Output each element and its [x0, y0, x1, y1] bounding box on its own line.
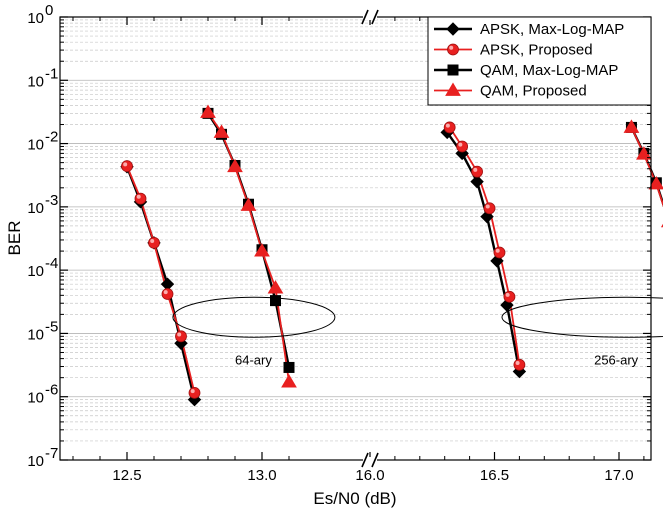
- data-point-circle-highlight: [485, 204, 490, 209]
- data-point-circle: [188, 386, 201, 399]
- data-point-circle-highlight: [177, 332, 182, 337]
- y-tick-exponent: 0: [45, 2, 53, 19]
- y-tick-label: 10: [27, 390, 44, 407]
- legend-entry: APSK, Proposed: [480, 42, 593, 59]
- data-point-circle: [161, 288, 174, 300]
- data-point-circle-highlight: [515, 360, 520, 365]
- y-tick-label: 10: [27, 453, 44, 470]
- data-point-triangle: [648, 175, 663, 190]
- y-tick-exponent: -4: [45, 255, 58, 272]
- data-point-circle: [443, 121, 456, 134]
- x-axis-title: Es/N0 (dB): [313, 489, 396, 508]
- data-point-circle: [471, 165, 483, 178]
- legend-marker-circle-highlight: [449, 45, 454, 50]
- data-point-square: [283, 361, 295, 373]
- data-point-circle-highlight: [150, 239, 155, 244]
- y-tick-label: 10: [27, 326, 44, 343]
- legend: APSK, Max-Log-MAP APSK, Proposed QAM, Max-…: [427, 16, 652, 106]
- y-tick-exponent: -1: [45, 65, 58, 82]
- y-tick-label: 10: [27, 10, 44, 27]
- group-ellipse: [501, 296, 663, 338]
- data-point-triangle: [200, 104, 216, 118]
- data-point-circle: [175, 330, 187, 343]
- axis-break-mark: [361, 452, 369, 468]
- y-tick-label: 10: [27, 73, 44, 90]
- annotation-label: 64-ary: [235, 353, 272, 368]
- legend-marker-circle: [447, 43, 459, 56]
- data-point-circle-highlight: [473, 167, 478, 172]
- annotation-layer: 64-ary 256-ary: [172, 296, 663, 368]
- y-tick-exponent: -5: [45, 318, 58, 335]
- data-point-diamond: [470, 174, 484, 189]
- data-point-circle: [483, 202, 496, 215]
- x-tick-label: 17.0: [604, 467, 633, 484]
- data-point-circle: [513, 358, 526, 371]
- data-point-circle: [134, 192, 147, 205]
- data-point-circle-highlight: [495, 248, 500, 253]
- data-point-circle: [121, 160, 133, 173]
- x-tick-label: 12.5: [112, 467, 141, 484]
- data-point-triangle: [623, 119, 640, 133]
- series-layer: [120, 104, 663, 407]
- data-point-circle-highlight: [505, 292, 510, 297]
- data-point-triangle: [240, 197, 257, 211]
- y-tick-exponent: -7: [45, 445, 58, 462]
- data-point-circle: [148, 236, 160, 249]
- data-point-triangle: [281, 374, 297, 388]
- x-tick-label: 13.0: [247, 467, 276, 484]
- data-point-triangle: [227, 158, 243, 173]
- axis-break-mark: [361, 9, 369, 25]
- data-point-triangle: [254, 243, 270, 257]
- legend-marker-diamond: [446, 22, 460, 36]
- x-tick-label: 16.5: [480, 467, 509, 484]
- data-point-square: [270, 295, 281, 307]
- data-point-triangle: [213, 124, 230, 138]
- data-point-circle-highlight: [458, 142, 463, 147]
- y-tick-label: 10: [27, 263, 44, 280]
- plot-frame: [59, 16, 652, 461]
- y-tick-exponent: -2: [45, 129, 58, 146]
- group-ellipse: [172, 296, 336, 338]
- data-point-circle-highlight: [190, 389, 195, 394]
- axis-break-mark: [371, 9, 379, 25]
- data-point-circle-highlight: [136, 194, 141, 199]
- data-point-circle: [493, 246, 506, 259]
- legend-marker-square: [447, 64, 459, 76]
- x-tick-label: 16.0: [355, 467, 384, 484]
- data-point-circle: [456, 140, 469, 153]
- y-tick-label: 10: [27, 137, 44, 154]
- data-point-circle: [503, 290, 516, 303]
- axis-break-mark: [371, 452, 379, 468]
- annotation-label: 256-ary: [594, 353, 639, 368]
- axis-break-gap: [363, 457, 377, 463]
- data-point-triangle: [267, 280, 284, 294]
- data-point-circle-highlight: [163, 290, 168, 295]
- y-axis-title: BER: [5, 221, 24, 256]
- legend-marker-triangle: [445, 82, 461, 96]
- legend-entry: QAM, Max-Log-MAP: [480, 62, 618, 79]
- data-point-circle-highlight: [123, 162, 128, 167]
- data-point-circle-highlight: [445, 123, 450, 128]
- legend-entry: QAM, Proposed: [480, 83, 587, 100]
- y-tick-label: 10: [27, 200, 44, 217]
- y-tick-exponent: -6: [45, 382, 58, 399]
- axis-break-gap: [363, 14, 377, 20]
- y-tick-exponent: -3: [45, 192, 58, 209]
- legend-entry: APSK, Max-Log-MAP: [480, 21, 624, 38]
